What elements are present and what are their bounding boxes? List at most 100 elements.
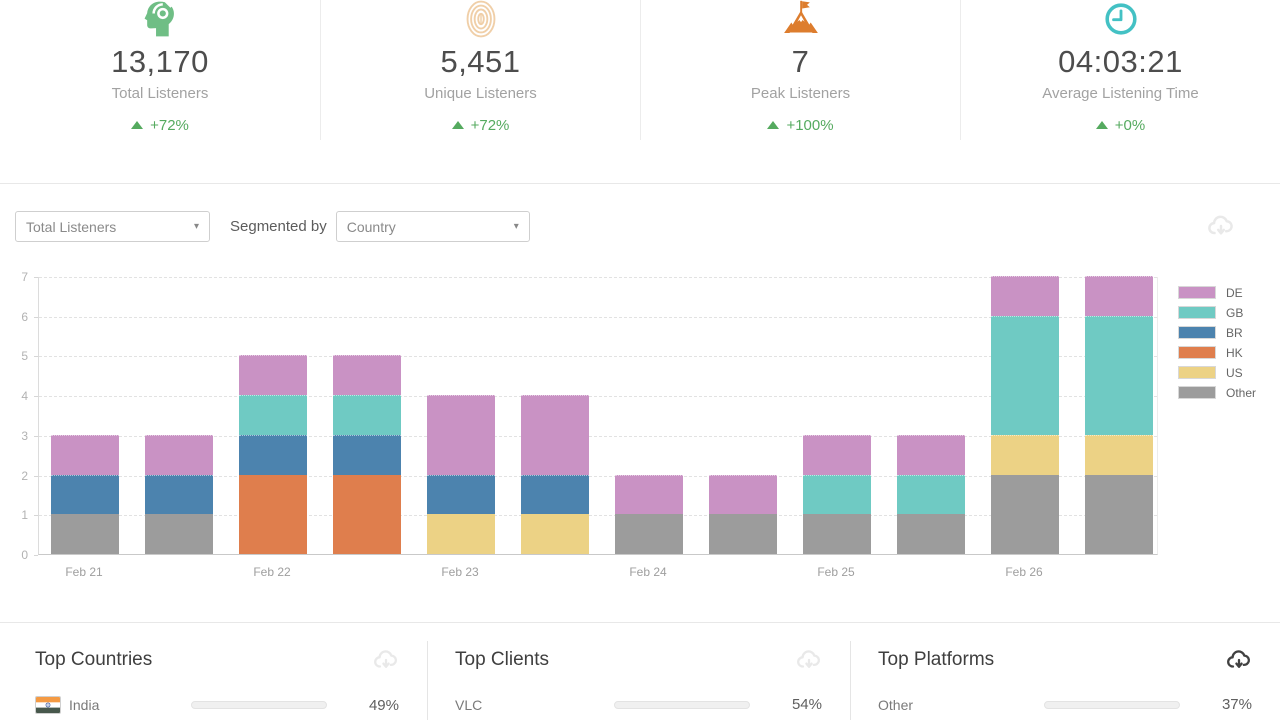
row-percent: 49% xyxy=(368,696,399,714)
stacked-bar[interactable] xyxy=(145,434,213,554)
legend-item-br[interactable]: BR xyxy=(1178,325,1256,340)
gridline xyxy=(39,396,1157,398)
y-tick-label: 6 xyxy=(21,309,28,324)
stacked-bar[interactable] xyxy=(897,434,965,554)
stacked-bar[interactable] xyxy=(615,474,683,554)
bar-segment-other[interactable] xyxy=(991,474,1059,554)
gridline xyxy=(39,515,1157,517)
gridline xyxy=(39,435,1157,437)
bar-segment-br[interactable] xyxy=(427,474,495,515)
legend-item-de[interactable]: DE xyxy=(1178,286,1256,300)
y-tick-mark xyxy=(34,356,38,358)
stacked-bar[interactable] xyxy=(427,395,495,554)
y-tick-mark xyxy=(34,435,38,437)
bar-segment-gb[interactable] xyxy=(897,474,965,515)
bar-segment-de[interactable] xyxy=(803,434,871,475)
section-divider xyxy=(0,183,1280,184)
chart-legend: DE GB BR HK US Other xyxy=(1178,286,1256,406)
legend-label: Other xyxy=(1226,385,1257,400)
bar-segment-gb[interactable] xyxy=(239,395,307,435)
bar-segment-us[interactable] xyxy=(991,434,1059,475)
clients-download-icon[interactable] xyxy=(796,648,822,672)
stat-delta: +72% xyxy=(0,117,320,134)
x-tick-label: Feb 21 xyxy=(65,565,103,579)
bar-segment-br[interactable] xyxy=(521,474,589,515)
bar-segment-br[interactable] xyxy=(333,434,401,475)
bar-segment-gb[interactable] xyxy=(333,395,401,435)
bar-segment-gb[interactable] xyxy=(991,315,1059,435)
chart-download-icon[interactable] xyxy=(1207,212,1235,240)
bar-segment-other[interactable] xyxy=(145,514,213,554)
bar-segment-de[interactable] xyxy=(615,474,683,515)
stat-card-peak-listeners: 7 Peak Listeners +100% xyxy=(640,0,960,140)
legend-label: HK xyxy=(1226,345,1243,360)
bar-segment-us[interactable] xyxy=(521,514,589,554)
bar-segment-other[interactable] xyxy=(803,514,871,554)
bar-segment-de[interactable] xyxy=(51,434,119,475)
bar-segment-br[interactable] xyxy=(145,474,213,515)
bar-segment-de[interactable] xyxy=(427,395,495,475)
chevron-down-icon: ▾ xyxy=(193,221,199,232)
client-row: VLC 54% xyxy=(455,696,822,713)
y-tick-label: 4 xyxy=(21,389,28,404)
row-percent: 54% xyxy=(791,696,822,713)
metric-select[interactable]: Total Listeners ▾ xyxy=(15,211,210,242)
stacked-bar[interactable] xyxy=(709,474,777,554)
x-tick-label: Feb 22 xyxy=(253,565,291,579)
stats-row: 13,170 Total Listeners +72% 5,451 Unique… xyxy=(0,0,1280,140)
bar-segment-de[interactable] xyxy=(1085,276,1153,316)
bar-segment-de[interactable] xyxy=(991,276,1059,316)
y-tick-label: 1 xyxy=(21,508,28,523)
bar-segment-us[interactable] xyxy=(1085,434,1153,475)
y-tick-mark xyxy=(34,316,38,318)
top-platforms-panel: Top Platforms Other 37% xyxy=(850,623,1280,720)
stacked-bar[interactable] xyxy=(521,395,589,554)
bar-segment-de[interactable] xyxy=(145,434,213,475)
platforms-download-icon[interactable] xyxy=(1226,648,1252,672)
stat-delta: +100% xyxy=(641,117,960,134)
bar-segment-de[interactable] xyxy=(333,355,401,396)
legend-swatch xyxy=(1178,346,1216,359)
fingerprint-icon xyxy=(321,0,640,40)
bar-segment-br[interactable] xyxy=(239,434,307,475)
stacked-bar[interactable] xyxy=(239,355,307,554)
stat-card-unique-listeners: 5,451 Unique Listeners +72% xyxy=(320,0,640,140)
bar-segment-de[interactable] xyxy=(897,434,965,475)
bar-segment-us[interactable] xyxy=(427,514,495,554)
y-tick-mark xyxy=(34,277,38,278)
bar-segment-gb[interactable] xyxy=(803,474,871,515)
bar-segment-gb[interactable] xyxy=(1085,315,1153,435)
legend-item-gb[interactable]: GB xyxy=(1178,306,1256,320)
stacked-bar[interactable] xyxy=(1085,276,1153,554)
stacked-bar[interactable] xyxy=(51,434,119,554)
stat-delta: +0% xyxy=(961,117,1280,134)
legend-label: US xyxy=(1226,365,1243,380)
legend-swatch xyxy=(1178,366,1216,379)
legend-item-other[interactable]: Other xyxy=(1178,385,1257,400)
legend-label: BR xyxy=(1226,325,1243,340)
bar-segment-hk[interactable] xyxy=(333,474,401,554)
legend-item-us[interactable]: US xyxy=(1178,365,1256,380)
bar-segment-other[interactable] xyxy=(1085,474,1153,554)
stacked-bar[interactable] xyxy=(803,434,871,554)
y-tick-mark xyxy=(34,515,38,517)
bar-segment-other[interactable] xyxy=(51,514,119,554)
top-clients-panel: Top Clients VLC 54% xyxy=(427,623,850,720)
legend-swatch xyxy=(1178,326,1216,339)
bar-segment-de[interactable] xyxy=(521,395,589,475)
stacked-bar[interactable] xyxy=(333,355,401,554)
countries-download-icon[interactable] xyxy=(373,648,399,672)
row-percent: 37% xyxy=(1221,696,1252,713)
bar-segment-other[interactable] xyxy=(615,514,683,554)
bar-segment-other[interactable] xyxy=(709,514,777,554)
bar-segment-de[interactable] xyxy=(239,355,307,396)
bar-segment-de[interactable] xyxy=(709,474,777,515)
legend-item-hk[interactable]: HK xyxy=(1178,345,1256,360)
stacked-bar[interactable] xyxy=(991,276,1059,554)
bar-segment-hk[interactable] xyxy=(239,474,307,554)
plot-area xyxy=(38,276,1158,555)
bar-segment-other[interactable] xyxy=(897,514,965,554)
stat-value: 04:03:21 xyxy=(1058,44,1183,79)
bar-segment-br[interactable] xyxy=(51,474,119,515)
segment-select[interactable]: Country ▾ xyxy=(335,211,530,242)
